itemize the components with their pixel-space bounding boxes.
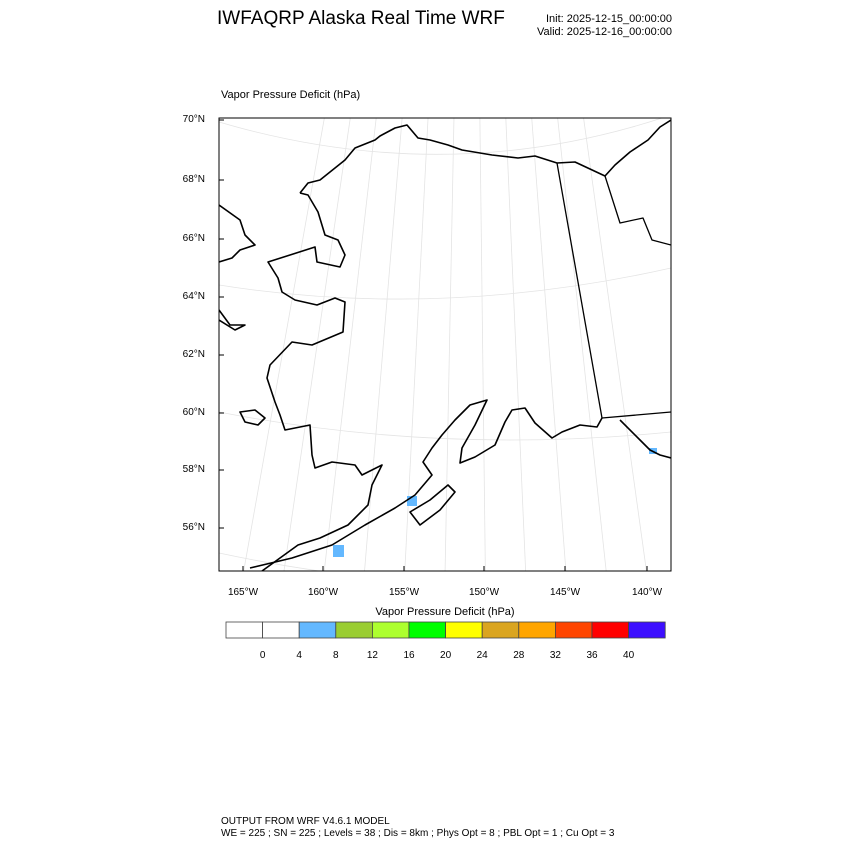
colorbar-label: 32	[549, 650, 561, 661]
parallel-70n	[219, 118, 664, 155]
siberia-coast	[219, 204, 256, 263]
west-coast	[261, 192, 383, 571]
init-time: Init: 2025-12-15_00:00:00	[546, 13, 672, 25]
lat-label: 70°N	[182, 114, 205, 125]
colorbar-label: 8	[333, 650, 339, 661]
lat-label: 60°N	[182, 407, 205, 418]
meridian	[557, 118, 607, 571]
lon-label: 165°W	[227, 587, 259, 598]
lat-label: 58°N	[182, 464, 205, 475]
lat-label: 62°N	[182, 349, 205, 360]
colorbar	[225, 621, 666, 639]
colorbar-box	[628, 621, 666, 639]
colorbar-label: 40	[623, 650, 635, 661]
colorbar-title: Vapor Pressure Deficit (hPa)	[375, 606, 515, 618]
colorbar-box	[225, 621, 263, 639]
graticule	[219, 118, 671, 571]
footer-model: OUTPUT FROM WRF V4.6.1 MODEL	[221, 816, 390, 827]
lon-label: 155°W	[388, 587, 420, 598]
colorbar-box	[445, 621, 483, 639]
colorbar-box	[335, 621, 373, 639]
footer-config: WE = 225 ; SN = 225 ; Levels = 38 ; Dis …	[221, 828, 615, 839]
field-label: Vapor Pressure Deficit (hPa)	[221, 89, 361, 101]
colorbar-box	[298, 621, 337, 639]
lon-label: 160°W	[307, 587, 339, 598]
yukon-nwt-border	[604, 175, 671, 246]
valid-time: Valid: 2025-12-16_00:00:00	[537, 26, 672, 38]
colorbar-label: 28	[513, 650, 525, 661]
lat-label: 68°N	[182, 174, 205, 185]
southeast-coast	[619, 419, 671, 459]
alaska-coastline	[299, 119, 671, 194]
axis-ticks	[219, 119, 648, 571]
meridian	[364, 118, 403, 571]
colorbar-label: 36	[586, 650, 598, 661]
meridian	[531, 118, 567, 571]
south-coast	[249, 399, 603, 569]
colorbar-box	[408, 621, 446, 639]
lon-label: 140°W	[631, 587, 663, 598]
coastlines	[219, 119, 671, 571]
colorbar-label: 12	[366, 650, 378, 661]
colorbar-box	[262, 621, 300, 639]
colorbar-box	[518, 621, 556, 639]
meridian	[583, 118, 647, 571]
colorbar-label: 24	[476, 650, 488, 661]
colorbar-label: 20	[440, 650, 452, 661]
parallel-58n	[219, 411, 671, 441]
lat-label: 56°N	[182, 522, 205, 533]
st-lawrence-island	[239, 409, 266, 426]
map-frame	[218, 117, 672, 572]
vpd-cell	[407, 496, 417, 506]
lon-label: 145°W	[549, 587, 581, 598]
parallel-56n	[219, 552, 322, 571]
meridian	[444, 118, 455, 571]
meridian	[243, 118, 325, 571]
colorbar-label: 16	[403, 650, 415, 661]
colorbar-box	[481, 621, 520, 639]
meridian	[323, 118, 377, 571]
colorbar-box	[555, 621, 593, 639]
kodiak-island	[409, 484, 456, 526]
meridian	[505, 118, 527, 571]
siberia-coast-2	[219, 309, 246, 331]
us-canada-border	[556, 162, 671, 419]
parallel-64n	[219, 267, 671, 300]
colorbar-label: 4	[296, 650, 302, 661]
meridian	[479, 118, 486, 571]
lon-label: 150°W	[468, 587, 500, 598]
colorbar-box	[371, 621, 410, 639]
lat-label: 66°N	[182, 233, 205, 244]
colorbar-label: 0	[259, 650, 266, 661]
colorbar-box	[591, 621, 629, 639]
lat-label: 64°N	[182, 291, 205, 302]
vpd-cell	[333, 545, 344, 557]
plot-title: IWFAQRP Alaska Real Time WRF	[217, 8, 505, 29]
